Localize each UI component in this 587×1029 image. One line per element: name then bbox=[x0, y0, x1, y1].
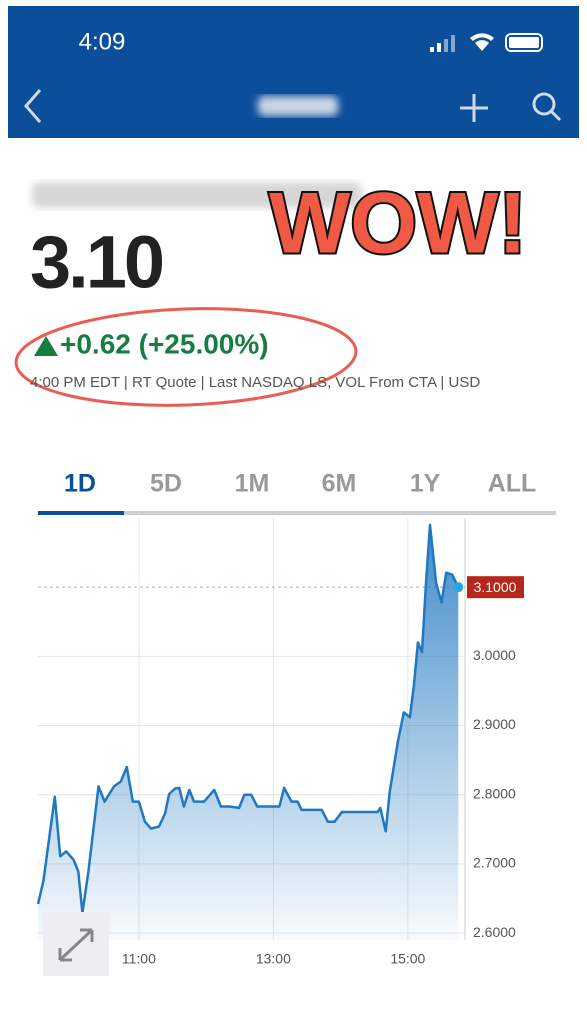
area bbox=[38, 524, 459, 940]
last-price-tag bbox=[467, 576, 524, 599]
y-tick-label: 2.6000 bbox=[473, 924, 516, 940]
highlight-circle bbox=[14, 307, 358, 407]
y-tick-label: 2.8000 bbox=[473, 785, 516, 801]
tab[interactable]: 5D bbox=[150, 470, 182, 498]
y-tick-label: 3.0000 bbox=[473, 647, 516, 663]
x-tick-label: 13:00 bbox=[256, 951, 291, 967]
chart: 2.6000 2.7000 2.8000 2.9000 3.0000 11:00 13:00… bbox=[36, 518, 524, 967]
search-button[interactable] bbox=[532, 92, 562, 122]
annotation: WOW! bbox=[269, 176, 527, 272]
price-change: +0.62 (+25.00%) bbox=[60, 328, 269, 359]
back-button[interactable] bbox=[24, 89, 42, 123]
tab-indicator bbox=[38, 511, 124, 515]
tab[interactable]: 1D bbox=[64, 470, 96, 498]
tab-track bbox=[38, 511, 556, 515]
blurred-ticker bbox=[258, 96, 338, 116]
tab[interactable]: 6M bbox=[322, 470, 357, 498]
blurred-company-name bbox=[32, 182, 362, 208]
x-tick-label: 11:00 bbox=[122, 951, 156, 967]
status-icons bbox=[430, 33, 543, 52]
top-bar bbox=[8, 6, 579, 138]
price: 3.10 bbox=[30, 221, 163, 304]
quote-info: 4:00 PM EDT | RT Quote | Last NASDAQ LS,… bbox=[30, 374, 480, 391]
expand-icon bbox=[58, 928, 94, 962]
up-arrow bbox=[34, 336, 58, 356]
tab[interactable]: 1M bbox=[235, 470, 270, 498]
y-tick-label: 2.7000 bbox=[473, 855, 516, 871]
last-point bbox=[453, 582, 464, 593]
price-line bbox=[36, 523, 460, 915]
status-time: 4:09 bbox=[79, 28, 126, 55]
y-tick-label: 2.9000 bbox=[473, 716, 516, 732]
add-button[interactable] bbox=[460, 94, 488, 122]
x-tick-label: 15:00 bbox=[390, 951, 425, 967]
tab[interactable]: 1Y bbox=[410, 470, 441, 498]
tabs: 1D 5D 1M 6M 1Y ALL bbox=[64, 470, 536, 498]
last-price-label: 3.1000 bbox=[474, 579, 517, 595]
tab[interactable]: ALL bbox=[488, 470, 537, 498]
